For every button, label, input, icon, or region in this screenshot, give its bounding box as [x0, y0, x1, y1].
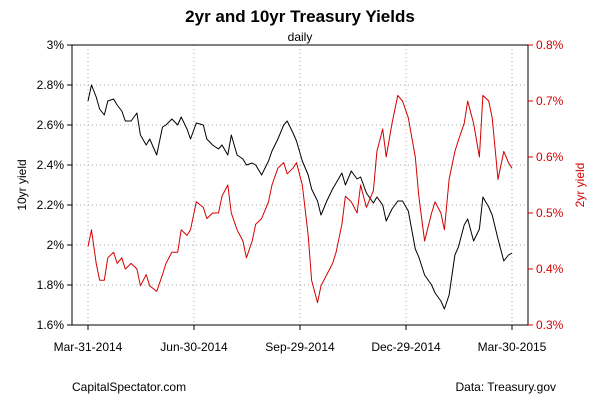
left-axis-label: 10yr yield: [15, 159, 29, 210]
left-axis-tick-label: 1.6%: [37, 318, 65, 332]
footer-source-right: Data: Treasury.gov: [456, 380, 557, 394]
chart-title: 2yr and 10yr Treasury Yields: [185, 7, 415, 26]
right-axis-tick-label: 0.4%: [536, 262, 564, 276]
x-axis-tick-label: Dec-29-2014: [371, 340, 441, 354]
grid-lines: [72, 44, 528, 326]
x-axis-tick-label: Mar-30-2015: [478, 340, 547, 354]
right-axis-tick-label: 0.3%: [536, 318, 564, 332]
left-axis-tick-label: 1.8%: [37, 278, 65, 292]
x-axis-tick-label: Jun-30-2014: [160, 340, 228, 354]
x-axis-tick-label: Mar-31-2014: [54, 340, 123, 354]
right-axis-label: 2yr yield: [573, 163, 587, 208]
left-axis-tick-label: 2%: [47, 238, 65, 252]
left-axis-tick-label: 2.2%: [37, 198, 65, 212]
series-line-2yr: [87, 94, 513, 304]
left-axis-tick-label: 3%: [47, 38, 65, 52]
right-axis: 0.3% 0.4% 0.5% 0.6% 0.7% 0.8%: [528, 38, 564, 332]
series-layer: [87, 84, 513, 310]
right-axis-tick-label: 0.8%: [536, 38, 564, 52]
left-axis-tick-label: 2.8%: [37, 78, 65, 92]
x-axis: Mar-31-2014 Jun-30-2014 Sep-29-2014 Dec-29-…: [54, 325, 547, 354]
footer-source-left: CapitalSpectator.com: [72, 380, 186, 394]
left-axis-tick-label: 2.4%: [37, 158, 65, 172]
x-axis-tick-label: Sep-29-2014: [265, 340, 335, 354]
left-axis: 1.6% 1.8% 2% 2.2% 2.4% 2.6% 2.8% 3%: [37, 38, 72, 332]
series-line-10yr: [87, 84, 513, 310]
chart-subtitle: daily: [288, 30, 313, 44]
left-axis-tick-label: 2.6%: [37, 118, 65, 132]
right-axis-tick-label: 0.5%: [536, 206, 564, 220]
right-axis-tick-label: 0.6%: [536, 150, 564, 164]
right-axis-tick-label: 0.7%: [536, 94, 564, 108]
